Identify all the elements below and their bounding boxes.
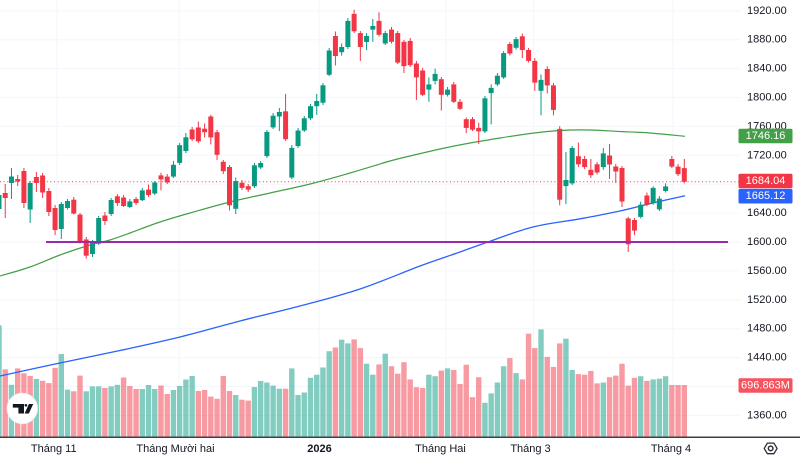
svg-text:1840.00: 1840.00 bbox=[747, 63, 787, 75]
svg-text:1720.00: 1720.00 bbox=[747, 149, 787, 161]
svg-text:1480.00: 1480.00 bbox=[747, 323, 787, 335]
svg-text:Tháng 11: Tháng 11 bbox=[31, 443, 77, 455]
svg-text:Tháng 3: Tháng 3 bbox=[510, 443, 550, 455]
svg-text:1746.16: 1746.16 bbox=[746, 130, 786, 142]
svg-text:1360.00: 1360.00 bbox=[747, 409, 787, 421]
svg-text:Tháng Mười hai: Tháng Mười hai bbox=[136, 443, 214, 455]
svg-text:Tháng Hai: Tháng Hai bbox=[415, 443, 466, 455]
svg-text:1684.04: 1684.04 bbox=[746, 175, 786, 187]
svg-text:1920.00: 1920.00 bbox=[747, 5, 787, 17]
svg-text:1640.00: 1640.00 bbox=[747, 207, 787, 219]
svg-text:1440.00: 1440.00 bbox=[747, 352, 787, 364]
svg-text:1560.00: 1560.00 bbox=[747, 265, 787, 277]
svg-text:1600.00: 1600.00 bbox=[747, 236, 787, 248]
svg-text:2026: 2026 bbox=[307, 443, 331, 455]
svg-text:1520.00: 1520.00 bbox=[747, 294, 787, 306]
svg-text:Tháng 4: Tháng 4 bbox=[651, 443, 691, 455]
svg-text:696.863M: 696.863M bbox=[741, 380, 790, 392]
svg-text:1760.00: 1760.00 bbox=[747, 120, 787, 132]
svg-text:1665.12: 1665.12 bbox=[746, 190, 786, 202]
svg-text:1800.00: 1800.00 bbox=[747, 92, 787, 104]
svg-text:1880.00: 1880.00 bbox=[747, 34, 787, 46]
